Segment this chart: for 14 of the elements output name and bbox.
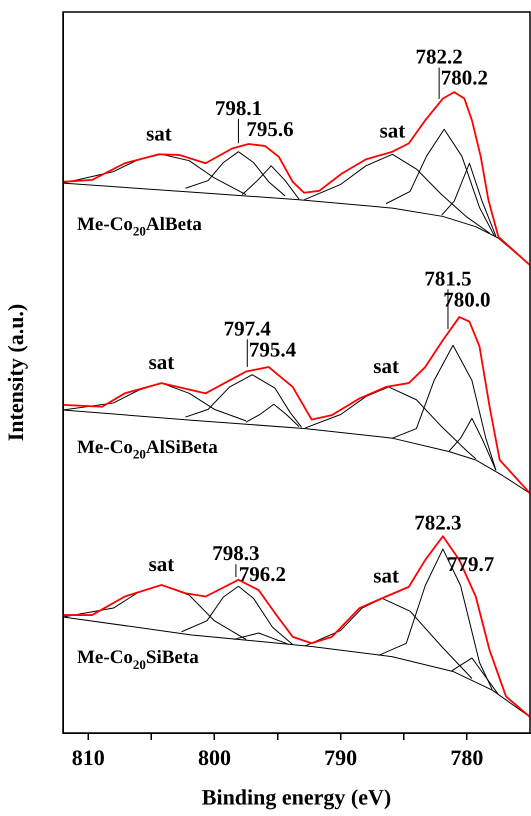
annotation: 782.3	[414, 510, 462, 534]
x-tick-label: 810	[72, 744, 105, 770]
annotation: sat	[373, 354, 399, 378]
x-tick-label: 780	[450, 744, 484, 770]
annotation: sat	[148, 350, 174, 374]
x-axis-title: Binding energy (eV)	[202, 784, 392, 810]
y-axis-title: Intensity (a.u.)	[2, 304, 28, 442]
x-tick-label: 800	[198, 744, 231, 770]
annotation: 781.5	[424, 266, 472, 290]
x-tick-label: 790	[324, 744, 358, 770]
annotation: sat	[373, 563, 399, 588]
annotation: sat	[148, 552, 174, 576]
annotation: sat	[146, 121, 172, 146]
annotation: sat	[380, 118, 406, 143]
